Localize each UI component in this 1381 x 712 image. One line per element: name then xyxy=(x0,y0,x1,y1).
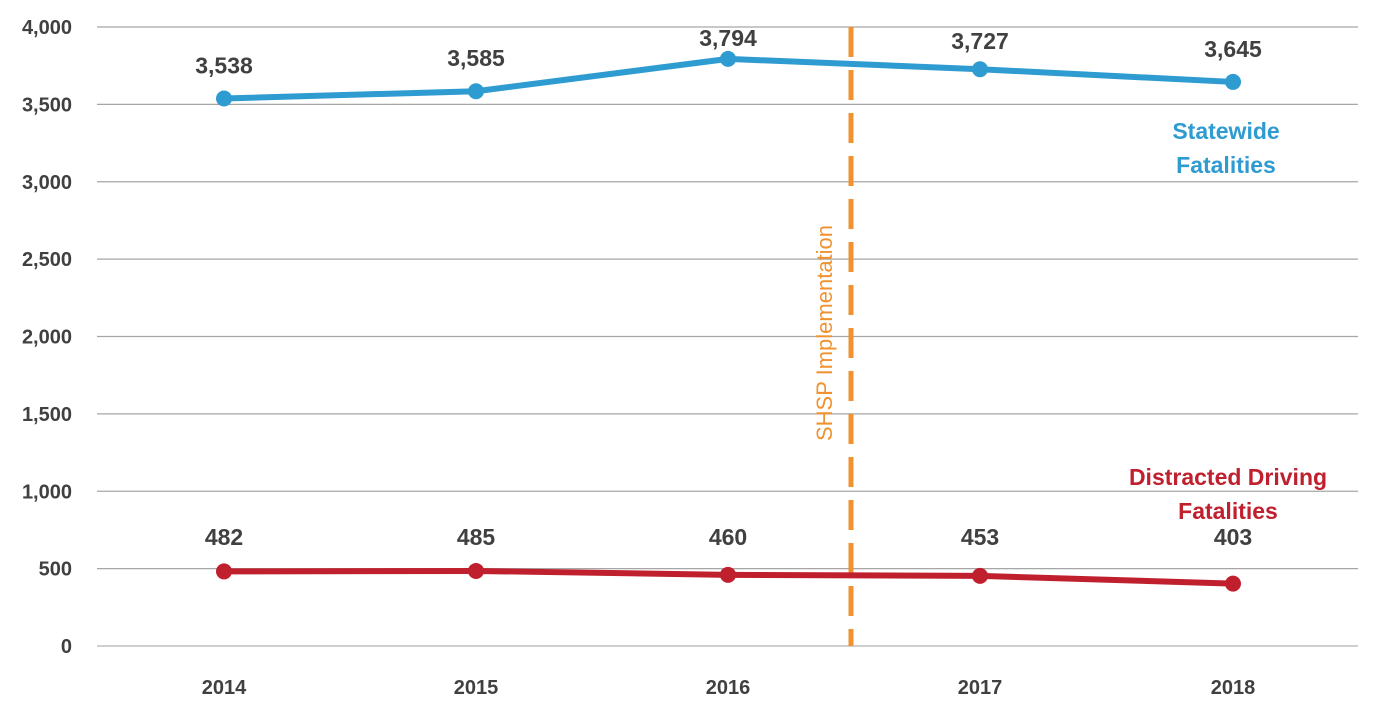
distracted-driving-fatalities-data-label-2015: 485 xyxy=(457,524,496,550)
shsp-annotation: SHSP Implementation xyxy=(812,27,854,646)
x-tick-label-2015: 2015 xyxy=(454,677,499,699)
distracted-driving-fatalities-name-label-line-2: Fatalities xyxy=(1178,498,1278,524)
statewide-fatalities-data-label-2018: 3,645 xyxy=(1204,36,1262,62)
y-tick-label-1500: 1,500 xyxy=(22,404,72,426)
y-tick-label-2000: 2,000 xyxy=(22,327,72,349)
distracted-driving-fatalities-data-label-2017: 453 xyxy=(961,524,999,550)
distracted-driving-fatalities-name-label-line-1: Distracted Driving xyxy=(1129,464,1327,490)
x-tick-label-2016: 2016 xyxy=(706,677,751,699)
statewide-fatalities-name-label-line-2: Fatalities xyxy=(1176,152,1276,178)
x-axis-tick-labels: 2014 2015 2016 2017 2018 xyxy=(202,677,1256,699)
series-name-labels: Statewide Fatalities Distracted Driving Fat… xyxy=(1129,118,1327,524)
distracted-driving-fatalities-point-2015 xyxy=(468,562,484,579)
x-tick-label-2018: 2018 xyxy=(1211,677,1256,699)
y-axis-tick-labels: 0 500 1,000 1,500 2,000 2,500 3,000 3,500 4,000 xyxy=(22,17,72,658)
statewide-fatalities-data-label-2017: 3,727 xyxy=(951,28,1009,54)
statewide-fatalities-data-label-2014: 3,538 xyxy=(195,52,253,78)
y-tick-label-2500: 2,500 xyxy=(22,249,72,271)
y-tick-label-4000: 4,000 xyxy=(22,17,72,39)
y-tick-label-3000: 3,000 xyxy=(22,172,72,194)
statewide-fatalities-data-label-2016: 3,794 xyxy=(699,25,757,51)
grid-lines xyxy=(97,26,1358,647)
series-lines xyxy=(216,50,1241,592)
y-tick-label-1000: 1,000 xyxy=(22,481,72,503)
statewide-fatalities-point-2017 xyxy=(972,61,988,78)
statewide-fatalities-name-label-line-1: Statewide xyxy=(1172,118,1279,144)
x-tick-label-2014: 2014 xyxy=(202,677,247,699)
statewide-fatalities-point-2016 xyxy=(720,50,736,67)
data-labels: 3,538 3,585 3,794 3,727 3,645 482 485 460 453 403 xyxy=(195,25,1262,550)
y-tick-label-500: 500 xyxy=(39,559,72,581)
statewide-fatalities-point-2015 xyxy=(468,83,484,100)
statewide-fatalities-point-2014 xyxy=(216,90,232,107)
distracted-driving-fatalities-point-2018 xyxy=(1225,575,1241,592)
distracted-driving-fatalities-data-label-2016: 460 xyxy=(709,524,747,550)
shsp-implementation-label: SHSP Implementation xyxy=(812,225,837,441)
distracted-driving-fatalities-point-2014 xyxy=(216,563,232,580)
statewide-fatalities-point-2018 xyxy=(1225,73,1241,90)
statewide-fatalities-data-label-2015: 3,585 xyxy=(447,45,505,71)
distracted-driving-fatalities-data-label-2018: 403 xyxy=(1214,524,1252,550)
distracted-driving-fatalities-point-2016 xyxy=(720,566,736,583)
y-tick-label-0: 0 xyxy=(61,636,72,658)
y-tick-label-3500: 3,500 xyxy=(22,94,72,116)
x-tick-label-2017: 2017 xyxy=(958,677,1003,699)
distracted-driving-fatalities-data-label-2014: 482 xyxy=(205,524,243,550)
distracted-driving-fatalities-point-2017 xyxy=(972,567,988,584)
